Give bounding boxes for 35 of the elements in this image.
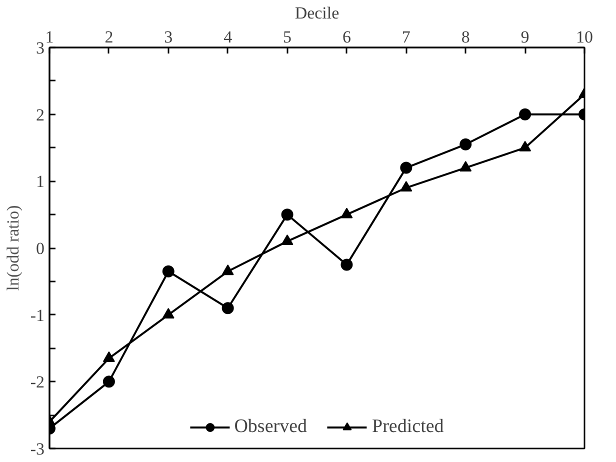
point: [162, 265, 174, 278]
point: [162, 308, 174, 319]
point: [460, 138, 472, 150]
y-axis-title: ln(odd ratio): [3, 205, 22, 291]
x-axis-title: Decile: [294, 4, 340, 22]
point: [400, 162, 412, 174]
point: [340, 208, 353, 218]
point: [102, 351, 115, 362]
point: [222, 302, 234, 314]
y-tick-label: 1: [36, 172, 44, 192]
legend-label: Observed: [234, 416, 308, 438]
y-tick-label: -3: [30, 440, 45, 458]
point: [281, 208, 294, 221]
y-tick-label: -2: [30, 372, 45, 392]
point: [460, 160, 472, 172]
x-tick-label: 4: [224, 28, 233, 46]
x-tick-label: 2: [104, 28, 114, 46]
x-tick-label: 5: [283, 28, 292, 46]
point: [340, 258, 353, 271]
x-tick-label: 7: [402, 28, 411, 46]
x-tick-label: 6: [342, 28, 351, 46]
legend-label: Predicted: [372, 416, 444, 438]
point: [519, 140, 532, 152]
x-tick-label: 3: [164, 28, 173, 46]
x-tick-label: 8: [461, 28, 470, 46]
point: [102, 376, 115, 388]
point: [222, 264, 234, 276]
y-tick-label: 0: [36, 239, 44, 258]
x-tick-label: 10: [576, 28, 593, 46]
y-tick-label: -1: [30, 306, 45, 325]
y-tick-label: 2: [36, 105, 44, 124]
point: [519, 108, 532, 120]
point: [281, 234, 294, 245]
point: [400, 181, 412, 192]
x-tick-label: 9: [520, 28, 530, 46]
